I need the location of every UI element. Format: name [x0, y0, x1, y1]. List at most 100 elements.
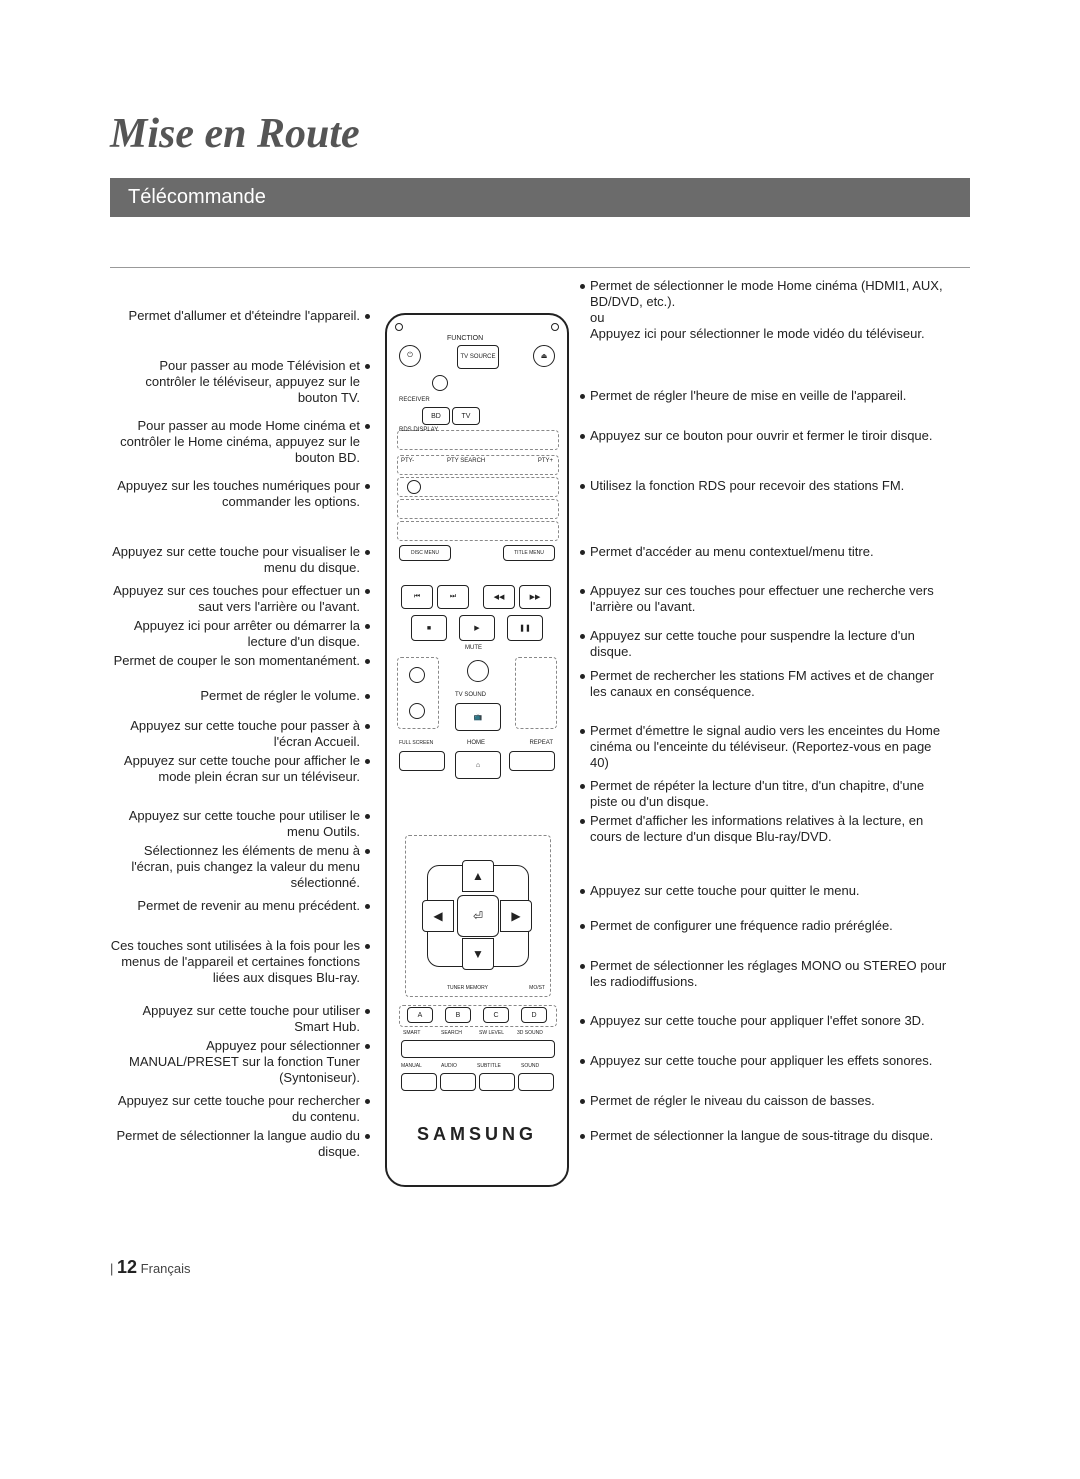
dpad-right: ▶ [500, 900, 532, 932]
callout-bullet-icon [580, 1099, 585, 1104]
label-tvsound: TV SOUND [455, 692, 486, 698]
callout-bullet-icon [365, 759, 370, 764]
sound-button [518, 1073, 554, 1091]
callout-left: Sélectionnez les éléments de menu à l'éc… [110, 843, 360, 891]
callout-bullet-icon [580, 1059, 585, 1064]
tv-source-button: TV SOURCE [457, 345, 499, 369]
callout-bullet-icon [365, 1044, 370, 1049]
callout-bullet-icon [365, 849, 370, 854]
rewind-button: ◀◀ [483, 585, 515, 609]
sleep-button [432, 375, 448, 391]
a-button: A [407, 1007, 433, 1023]
title-menu-button: TITLE MENU [503, 545, 555, 561]
rds-row [397, 430, 559, 450]
brand-logo: SAMSUNG [387, 1124, 567, 1145]
callout-bullet-icon [365, 659, 370, 664]
label-pty-minus: PTY- [401, 458, 414, 464]
remote-diagram: Permet d'allumer et d'éteindre l'apparei… [110, 278, 970, 1218]
disc-menu-button: DISC MENU [399, 545, 451, 561]
dpad: ▲ ▼ ◀ ▶ ⏎ [427, 865, 527, 965]
callout-left: Permet de régler le volume. [110, 688, 360, 704]
home-button: ⌂ [455, 751, 501, 779]
label-sound: SOUND [521, 1063, 539, 1069]
callout-bullet-icon [365, 814, 370, 819]
dpad-down: ▼ [462, 938, 494, 970]
callout-right: Permet de sélectionner le mode Home ciné… [590, 278, 950, 342]
page-footer: | 12 Français [110, 1257, 191, 1278]
callout-left: Appuyez ici pour arrêter ou démarrer la … [110, 618, 360, 650]
callout-bullet-icon [365, 624, 370, 629]
callout-right: Permet de sélectionner les réglages MONO… [590, 958, 950, 990]
repeat-button [509, 751, 555, 771]
callout-right: Permet de répéter la lecture d'un titre,… [590, 778, 950, 810]
vol-up-button [409, 667, 425, 683]
tv-button: TV [452, 407, 480, 425]
numpad-row3 [397, 499, 559, 519]
callout-bullet-icon [580, 634, 585, 639]
callout-bullet-icon [365, 589, 370, 594]
callout-left: Pour passer au mode Home cinéma et contr… [110, 418, 360, 466]
callout-right: Appuyez sur cette touche pour appliquer … [590, 1053, 950, 1069]
pause-button: ❚❚ [507, 615, 543, 641]
callout-right: Appuyez sur ce bouton pour ouvrir et fer… [590, 428, 950, 444]
bd-button: BD [422, 407, 450, 425]
num-button [407, 480, 421, 494]
callout-left: Appuyez sur cette touche pour utiliser S… [110, 1003, 360, 1035]
dpad-left: ◀ [422, 900, 454, 932]
callout-right: Permet de régler le niveau du caisson de… [590, 1093, 950, 1109]
page-number: 12 [117, 1257, 137, 1277]
callout-bullet-icon [580, 964, 585, 969]
d-button: D [521, 1007, 547, 1023]
label-tuner-memory: TUNER MEMORY [447, 985, 488, 991]
callout-left: Appuyez sur les touches numériques pour … [110, 478, 360, 510]
callout-left: Ces touches sont utilisées à la fois pou… [110, 938, 360, 986]
label-manual: MANUAL [401, 1063, 422, 1069]
callout-left: Appuyez pour sélectionner MANUAL/PRESET … [110, 1038, 360, 1086]
label-pty-search: PTY SEARCH [447, 458, 485, 464]
label-function: FUNCTION [447, 335, 483, 342]
page-title: Mise en Route [110, 110, 970, 158]
callout-left: Appuyez sur cette touche pour afficher l… [110, 753, 360, 785]
label-smart: SMART [403, 1030, 420, 1036]
callout-bullet-icon [580, 889, 585, 894]
callout-left: Appuyez sur cette touche pour rechercher… [110, 1093, 360, 1125]
audio-button [440, 1073, 476, 1091]
callout-left: Appuyez sur cette touche pour passer à l… [110, 718, 360, 750]
label-swlevel: SW LEVEL [479, 1030, 504, 1036]
callout-bullet-icon [580, 819, 585, 824]
callout-right: Permet d'émettre le signal audio vers le… [590, 723, 950, 771]
vol-down-button [409, 703, 425, 719]
callout-left: Pour passer au mode Télévision et contrô… [110, 358, 360, 406]
callout-bullet-icon [365, 694, 370, 699]
callout-left: Appuyez sur ces touches pour effectuer u… [110, 583, 360, 615]
callout-left: Permet d'allumer et d'éteindre l'apparei… [110, 308, 360, 324]
callout-right: Appuyez sur cette touche pour quitter le… [590, 883, 950, 899]
b-button: B [445, 1007, 471, 1023]
numpad-row2 [397, 477, 559, 497]
callout-bullet-icon [365, 904, 370, 909]
callout-bullet-icon [365, 944, 370, 949]
callout-right: Appuyez sur cette touche pour appliquer … [590, 1013, 950, 1029]
callout-bullet-icon [580, 729, 585, 734]
ffwd-button: ▶▶ [519, 585, 551, 609]
tuning-rocker [515, 657, 557, 729]
c-button: C [483, 1007, 509, 1023]
divider [110, 267, 970, 268]
callout-left: Appuyez sur cette touche pour utiliser l… [110, 808, 360, 840]
callout-bullet-icon [365, 424, 370, 429]
footer-bar: | [110, 1261, 113, 1276]
callout-bullet-icon [580, 550, 585, 555]
callout-bullet-icon [580, 1019, 585, 1024]
mute-button [467, 660, 489, 682]
callout-bullet-icon [580, 434, 585, 439]
callout-bullet-icon [580, 674, 585, 679]
callout-bullet-icon [580, 484, 585, 489]
label-fullscreen: FULL SCREEN [399, 740, 433, 746]
stop-button: ■ [411, 615, 447, 641]
callout-bullet-icon [365, 1134, 370, 1139]
callout-bullet-icon [580, 394, 585, 399]
power-button: ⏻ [399, 345, 421, 367]
callout-right: Permet de régler l'heure de mise en veil… [590, 388, 950, 404]
eject-button: ⏏ [533, 345, 555, 367]
screw-icon [551, 323, 559, 331]
